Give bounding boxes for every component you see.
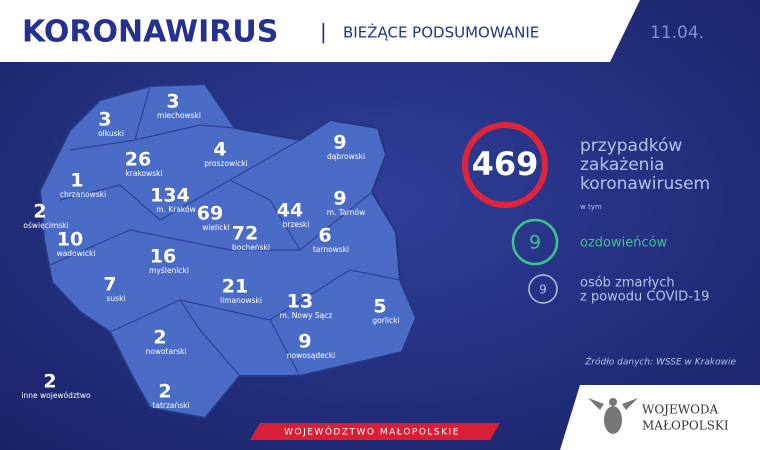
- cases-label: przypadków: [580, 136, 682, 156]
- district-count: 3: [166, 91, 179, 113]
- district-count: 72: [232, 223, 258, 245]
- header-subtitle: BIEŻĄCE PODSUMOWANIE: [343, 23, 539, 42]
- district-name: miechowski: [157, 111, 201, 120]
- of-which: w tym: [580, 203, 602, 211]
- region-map: [38, 82, 418, 420]
- source: Źródło danych: WSSE w Krakowie: [584, 356, 736, 368]
- district-name: oświęcimski: [23, 221, 68, 230]
- recovered-count: 9: [529, 232, 541, 254]
- district-name: bocheński: [232, 243, 270, 252]
- district-count: 4: [213, 139, 226, 161]
- cases-label: koronawirusem: [580, 174, 710, 194]
- district-name: tarnowski: [313, 245, 349, 254]
- district-name: nowosądecki: [287, 351, 336, 360]
- district-count: 2: [153, 327, 166, 349]
- header-banner: [0, 0, 640, 62]
- district-name: m. Kraków: [156, 205, 195, 214]
- district-name: olkuski: [98, 129, 124, 138]
- office-name: WOJEWODA: [642, 403, 719, 417]
- office-box: [560, 385, 760, 450]
- district-name: inne województwo: [21, 391, 91, 400]
- cases-count: 469: [472, 145, 539, 183]
- district-name: brzeski: [283, 220, 310, 229]
- district-name: dąbrowski: [327, 152, 365, 161]
- district-count: 9: [298, 331, 311, 353]
- district-count: 44: [277, 200, 303, 222]
- district-name: m. Tarnów: [327, 208, 365, 217]
- district-name: proszowicki: [204, 159, 247, 168]
- district-count: 69: [197, 203, 223, 225]
- district-count: 26: [125, 149, 151, 171]
- district-count: 134: [150, 185, 190, 207]
- deaths-count: 9: [539, 283, 547, 297]
- district-count: 6: [318, 225, 331, 247]
- header-date: 11.04.: [650, 23, 704, 43]
- district-count: 2: [158, 381, 171, 403]
- district-count: 2: [33, 201, 46, 223]
- deaths-ring: [528, 274, 558, 304]
- district-count: 7: [103, 274, 116, 296]
- district-name: chrzanowski: [60, 190, 106, 199]
- district-name: wadowicki: [57, 249, 96, 258]
- district-count: 5: [373, 296, 386, 318]
- recovered-ring: [511, 218, 559, 266]
- region-banner: [250, 423, 500, 440]
- district-count: 3: [98, 109, 111, 131]
- header-separator: |: [320, 20, 327, 44]
- district-count: 21: [222, 276, 248, 298]
- office-name: MAŁOPOLSKI: [642, 419, 729, 433]
- district-count: 9: [333, 132, 346, 154]
- district-borders: [49, 85, 401, 377]
- district-name: suski: [107, 294, 126, 303]
- district-name: gorlicki: [372, 316, 399, 325]
- cases-ring: [462, 122, 548, 208]
- region-name: WOJEWÓDZTWO MAŁOPOLSKIE: [284, 426, 460, 438]
- deaths-label: z powodu COVID-19: [580, 290, 709, 305]
- recovered-label: ozdowieńców: [580, 236, 668, 251]
- district-name: nowotarski: [145, 347, 186, 356]
- eagle-emblem: [588, 398, 638, 434]
- district-count: 9: [333, 188, 346, 210]
- header-title: KORONAWIRUS: [22, 15, 278, 50]
- deaths-label: osób zmarłych: [580, 276, 675, 291]
- district-count: 10: [57, 229, 83, 251]
- district-name: m. Nowy Sącz: [280, 311, 333, 320]
- district-count: 2: [43, 371, 56, 393]
- district-name: krakowski: [125, 169, 162, 178]
- district-name: limanowski: [220, 296, 262, 305]
- district-count: 16: [150, 246, 176, 268]
- cases-label: zakażenia: [580, 155, 665, 175]
- district-count: 13: [287, 291, 313, 313]
- district-name: tatrzański: [152, 401, 189, 410]
- district-name: myślenicki: [149, 266, 189, 275]
- district-name: wielicki: [202, 223, 230, 232]
- district-count: 1: [70, 170, 83, 192]
